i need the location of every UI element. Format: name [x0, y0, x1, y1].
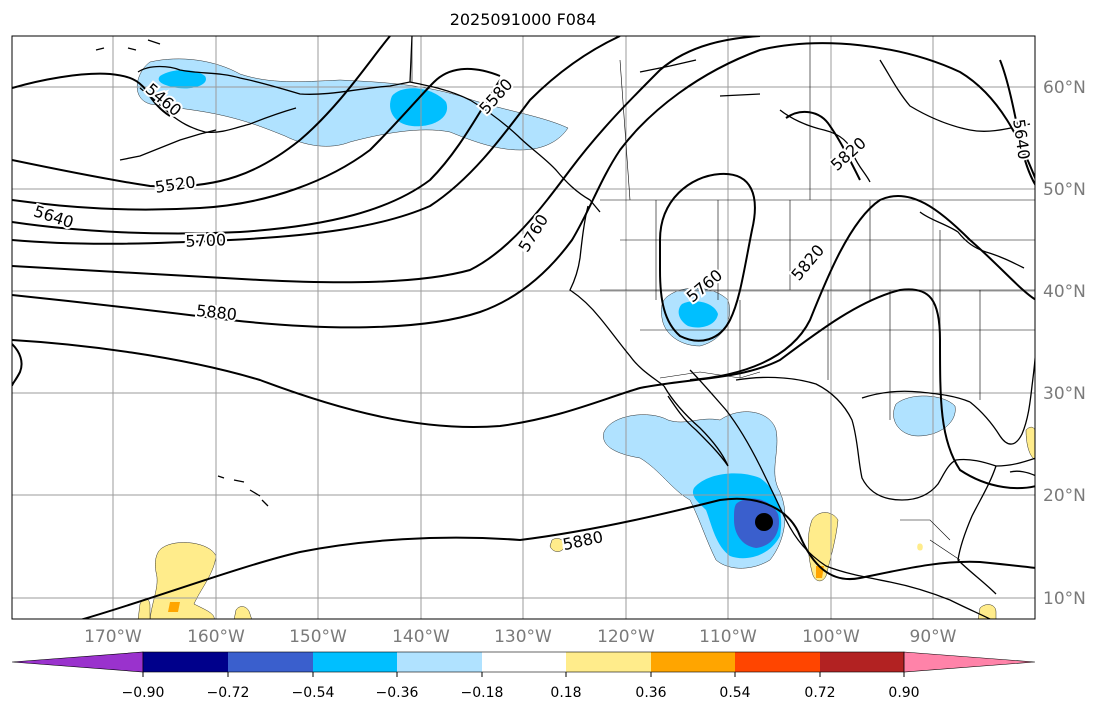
shade-hawaii-orange: [168, 602, 180, 612]
lon-label-120w: 120°W: [597, 627, 655, 647]
coastlines: [95, 36, 1035, 619]
colorbar-swatch-2: [228, 652, 313, 672]
lat-label-20n: 20°N: [1043, 486, 1086, 506]
contour-low-sw: [659, 172, 756, 342]
colorbar-tick-labels: −0.90 −0.72 −0.54 −0.36 −0.18 0.18 0.36 …: [122, 685, 920, 701]
map-frame: [11, 35, 1036, 620]
contour-label-5880-south: 5880: [561, 527, 605, 554]
contour-label-5520: 5520: [154, 172, 197, 196]
lon-label-160w: 160°W: [187, 627, 245, 647]
longitude-labels: 170°W 160°W 150°W 140°W 130°W 120°W 110°…: [84, 627, 957, 647]
colorbar-extend-high: [903, 651, 1036, 673]
contour-label-5700: 5700: [185, 230, 226, 250]
contour-5700: [12, 36, 621, 245]
shade-alaska-deep-west: [158, 70, 206, 89]
contour-5880a: [12, 288, 1035, 490]
shade-hawaii-yellow: [149, 542, 217, 619]
lat-label-50n: 50°N: [1043, 180, 1086, 200]
cb-tick-label: 0.54: [719, 685, 750, 701]
lon-label-140w: 140°W: [392, 627, 450, 647]
colorbar-swatch-9: [820, 652, 904, 672]
lat-label-10n: 10°N: [1043, 589, 1086, 609]
shade-gulf-light: [893, 395, 956, 437]
shade-alaska-light: [136, 58, 569, 151]
cb-tick-label: 0.90: [888, 685, 919, 701]
colorbar-swatch-3: [313, 652, 397, 672]
shade-small-yellow: [233, 606, 252, 619]
contour-5520: [12, 36, 391, 188]
colorbar: −0.90 −0.72 −0.54 −0.36 −0.18 0.18 0.36 …: [11, 651, 1036, 701]
contour-label-5880-north: 5880: [195, 301, 237, 324]
contour-5640b: [999, 59, 1035, 187]
contour-5880b: [79, 497, 1035, 619]
lon-label-170w: 170°W: [84, 627, 142, 647]
shade-pac-dot-yellow: [549, 538, 565, 552]
lat-label-60n: 60°N: [1043, 78, 1086, 98]
colorbar-swatch-1: [143, 652, 228, 672]
lat-label-40n: 40°N: [1043, 282, 1086, 302]
graticule: [12, 36, 1035, 619]
lon-label-130w: 130°W: [494, 627, 552, 647]
colorbar-outline: [142, 651, 905, 673]
storm-center-marker: [755, 513, 773, 531]
contour-5820b: [689, 194, 1035, 381]
colorbar-swatch-8: [735, 652, 820, 672]
map-area: 5460 5520 5580 5640 5640 5700 5760 5760: [12, 36, 1035, 619]
cb-tick-label: −0.36: [376, 685, 419, 701]
height-contours: [12, 36, 1035, 619]
anomaly-shading: [136, 58, 1035, 619]
cb-tick-label: −0.90: [122, 685, 165, 701]
latitude-labels: 10°N 20°N 30°N 40°N 50°N 60°N: [1043, 78, 1086, 609]
contour-5640: [12, 79, 501, 235]
shade-central-am-dot: [917, 543, 923, 551]
colorbar-swatch-6: [566, 652, 651, 672]
colorbar-ticks: [142, 672, 905, 677]
contour-5460: [12, 72, 171, 117]
lon-label-150w: 150°W: [289, 627, 347, 647]
shade-alaska-deep-east: [390, 88, 448, 127]
contour-label-5820-plains: 5820: [787, 241, 828, 284]
cb-tick-label: −0.54: [292, 685, 335, 701]
lon-label-110w: 110°W: [699, 627, 757, 647]
map-title: 2025091000 F084: [450, 10, 597, 29]
lon-label-100w: 100°W: [802, 627, 860, 647]
contour-label-5760-coast: 5760: [514, 211, 552, 256]
cb-tick-label: −0.18: [461, 685, 504, 701]
shade-southwest-deep: [678, 301, 718, 328]
colorbar-swatch-7: [651, 652, 735, 672]
colorbar-swatch-5: [482, 652, 566, 672]
contour-5760a: [12, 36, 761, 284]
contour-5580: [12, 67, 501, 211]
lat-label-30n: 30°N: [1043, 384, 1086, 404]
shade-carib-yellow: [1025, 426, 1035, 460]
contour-5820c: [785, 110, 861, 181]
colorbar-extend-low: [11, 651, 144, 673]
contour-west-edge: [12, 343, 23, 387]
cb-tick-label: 0.18: [550, 685, 581, 701]
colorbar-swatch-4: [397, 652, 482, 672]
cb-tick-label: 0.72: [804, 685, 835, 701]
lon-label-90w: 90°W: [910, 627, 957, 647]
contour-label-5820-north: 5820: [827, 133, 870, 174]
cb-tick-label: 0.36: [635, 685, 666, 701]
contour-5820a: [12, 42, 1035, 329]
cb-tick-label: −0.72: [207, 685, 250, 701]
